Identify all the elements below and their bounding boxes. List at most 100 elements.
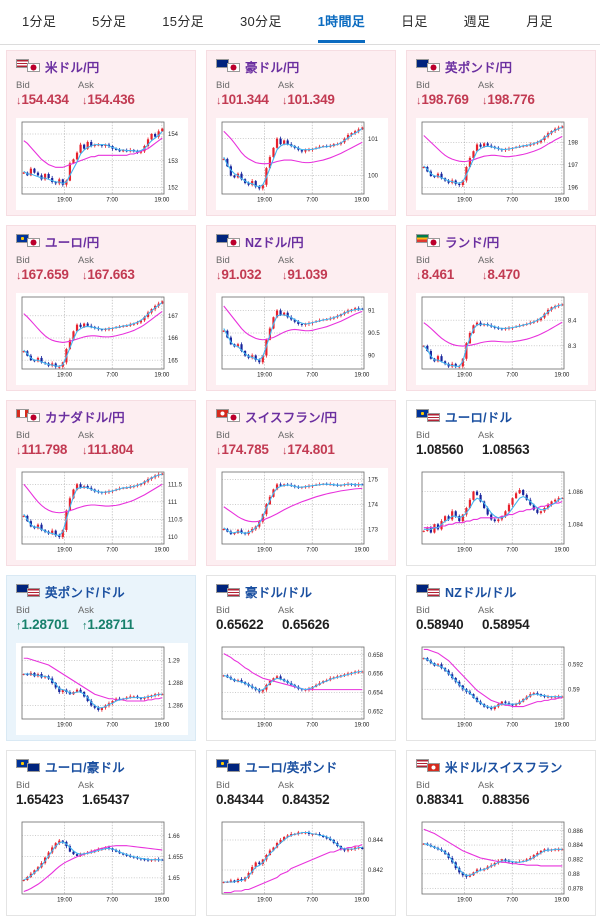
card-header: カナダドル/円 [16, 408, 195, 425]
svg-text:0.884: 0.884 [568, 843, 584, 849]
flag-pair [416, 234, 440, 248]
tab-7[interactable]: 月足 [526, 14, 553, 29]
svg-text:19:00: 19:00 [257, 198, 273, 204]
bid-ask-values: 1.08560 1.08563 [416, 442, 595, 457]
bid-price: 174.785 [221, 442, 269, 457]
currency-card[interactable]: 米ドル/円 Bid Ask ↓154.434 ↓154.436 154 153 152 19:0… [6, 50, 196, 216]
svg-text:19:00: 19:00 [554, 198, 570, 204]
currency-card[interactable]: スイスフラン/円 Bid Ask ↓174.785 ↓174.801 175 174 173 1… [206, 400, 396, 566]
grid-cell: 米ドル/円 Bid Ask ↓154.434 ↓154.436 154 153 152 19:0… [0, 45, 200, 220]
ask-label: Ask [278, 80, 294, 91]
svg-text:19:00: 19:00 [257, 898, 273, 904]
tab-4[interactable]: 1時間足 [317, 14, 366, 43]
ask-label: Ask [278, 780, 294, 791]
grid-cell: 豪ドル/ドル Bid Ask 0.65622 0.65626 0.658 0.656 0.65… [200, 570, 400, 745]
currency-pair-grid: 米ドル/円 Bid Ask ↓154.434 ↓154.436 154 153 152 19:0… [0, 45, 600, 920]
arrow-down-icon: ↓ [16, 270, 22, 282]
svg-text:7:00: 7:00 [306, 198, 318, 204]
grid-cell: 英ポンド/ドル Bid Ask ↑1.28701 ↑1.28711 1.29 1.288 1.… [0, 570, 200, 745]
card-header: 豪ドル/円 [216, 58, 395, 75]
grid-cell: 米ドル/スイスフラン Bid Ask 0.88341 0.88356 0.886 0.884… [400, 745, 600, 920]
flag-pair [216, 759, 240, 773]
ask-label: Ask [478, 780, 494, 791]
tab-6[interactable]: 週足 [463, 14, 491, 29]
ask-label: Ask [478, 255, 494, 266]
currency-card[interactable]: NZドル/ドル Bid Ask 0.58940 0.58954 0.592 0.59 19:0… [406, 575, 596, 741]
bid-value: 1.65423 [16, 792, 82, 807]
bid-price: 1.28701 [21, 617, 69, 632]
tab-1[interactable]: 5分足 [92, 14, 127, 29]
price-chart[interactable]: 175 174 173 19:00 7:00 19:00 [216, 468, 388, 560]
price-chart[interactable]: 154 153 152 19:00 7:00 19:00 [16, 118, 188, 210]
svg-text:19:00: 19:00 [354, 723, 370, 729]
bid-ask-values: 0.65622 0.65626 [216, 617, 395, 632]
bid-label: Bid [16, 430, 30, 441]
pair-name: スイスフラン/円 [245, 410, 338, 425]
price-chart[interactable]: 1.29 1.288 1.286 19:00 7:00 19:00 [16, 643, 188, 735]
price-chart[interactable]: 0.592 0.59 19:00 7:00 19:00 [416, 643, 588, 735]
tab-5[interactable]: 日足 [401, 14, 428, 29]
svg-text:0.88: 0.88 [568, 872, 580, 878]
price-chart[interactable]: 0.658 0.656 0.654 0.652 19:00 7:00 19:00 [216, 643, 388, 735]
ask-value: ↓91.039 [282, 267, 348, 282]
ask-label: Ask [78, 780, 94, 791]
price-chart[interactable]: 8.4 8.3 19:00 7:00 19:00 [416, 293, 588, 385]
currency-card[interactable]: NZドル/円 Bid Ask ↓91.032 ↓91.039 91 90.5 90 19:00 7… [206, 225, 396, 391]
currency-card[interactable]: ユーロ/ドル Bid Ask 1.08560 1.08563 1.086 1.084 19:0… [406, 400, 596, 566]
currency-card[interactable]: カナダドル/円 Bid Ask ↓111.798 ↓111.804 111.5 111 110… [6, 400, 196, 566]
timeframe-tabbar: 1分足 5分足 15分足 30分足 1時間足 日足 週足 月足 [0, 0, 600, 45]
bid-ask-labels: Bid Ask [416, 80, 595, 91]
price-chart[interactable]: 1.086 1.084 19:00 7:00 19:00 [416, 468, 588, 560]
flag-pair [216, 409, 240, 423]
price-chart[interactable]: 1.66 1.655 1.65 19:00 7:00 19:00 [16, 818, 188, 910]
tab-3[interactable]: 30分足 [239, 14, 282, 29]
currency-card[interactable]: ランド/円 Bid Ask ↓8.461 ↓8.470 8.4 8.3 19:00 7:00 19… [406, 225, 596, 391]
currency-card[interactable]: 豪ドル/ドル Bid Ask 0.65622 0.65626 0.658 0.656 0.65… [206, 575, 396, 741]
price-chart[interactable]: 101 100 19:00 7:00 19:00 [216, 118, 388, 210]
tab-2[interactable]: 15分足 [162, 14, 204, 29]
pair-name: 米ドル/円 [45, 60, 100, 75]
svg-text:90: 90 [368, 354, 375, 360]
bid-ask-labels: Bid Ask [216, 430, 395, 441]
price-chart[interactable]: 198 197 196 19:00 7:00 19:00 [416, 118, 588, 210]
grid-cell: スイスフラン/円 Bid Ask ↓174.785 ↓174.801 175 174 173 1… [200, 395, 400, 570]
bid-price: 0.84344 [216, 792, 264, 807]
currency-card[interactable]: 豪ドル/円 Bid Ask ↓101.344 ↓101.349 101 100 19:00 7:… [206, 50, 396, 216]
card-header: ユーロ/ドル [416, 408, 595, 425]
svg-text:8.4: 8.4 [568, 318, 577, 324]
price-chart[interactable]: 0.886 0.884 0.882 0.88 0.878 19:00 7:00 19:00 [416, 818, 588, 910]
price-chart[interactable]: 91 90.5 90 19:00 7:00 19:00 [216, 293, 388, 385]
arrow-down-icon: ↓ [82, 270, 88, 282]
ask-label: Ask [478, 80, 494, 91]
ask-price: 174.801 [287, 442, 335, 457]
bid-ask-labels: Bid Ask [16, 605, 195, 616]
arrow-down-icon: ↓ [282, 270, 288, 282]
currency-card[interactable]: ユーロ/豪ドル Bid Ask 1.65423 1.65437 1.66 1.655 1.65… [6, 750, 196, 916]
ask-price: 0.58954 [482, 617, 530, 632]
currency-card[interactable]: ユーロ/円 Bid Ask ↓167.659 ↓167.663 167 166 165 19:0… [6, 225, 196, 391]
svg-text:1.286: 1.286 [168, 704, 184, 710]
currency-card[interactable]: 英ポンド/円 Bid Ask ↓198.769 ↓198.776 198 197 196 19:… [406, 50, 596, 216]
currency-card[interactable]: ユーロ/英ポンド Bid Ask 0.84344 0.84352 0.844 0.842 19… [206, 750, 396, 916]
svg-text:175: 175 [368, 478, 379, 484]
svg-text:110.5: 110.5 [168, 518, 183, 524]
price-chart[interactable]: 0.844 0.842 19:00 7:00 19:00 [216, 818, 388, 910]
bid-label: Bid [416, 430, 430, 441]
us-flag-icon [427, 413, 440, 422]
flag-pair [216, 59, 240, 73]
price-chart[interactable]: 167 166 165 19:00 7:00 19:00 [16, 293, 188, 385]
currency-card[interactable]: 米ドル/スイスフラン Bid Ask 0.88341 0.88356 0.886 0.884… [406, 750, 596, 916]
svg-text:7:00: 7:00 [306, 723, 318, 729]
bid-ask-values: ↓198.769 ↓198.776 [416, 92, 595, 107]
svg-text:19:00: 19:00 [554, 548, 570, 554]
tab-0[interactable]: 1分足 [22, 14, 57, 29]
ask-value: ↓154.436 [82, 92, 148, 107]
ask-label: Ask [78, 605, 94, 616]
bid-label: Bid [216, 80, 230, 91]
svg-text:19:00: 19:00 [257, 723, 273, 729]
svg-text:7:00: 7:00 [506, 548, 518, 554]
currency-card[interactable]: 英ポンド/ドル Bid Ask ↑1.28701 ↑1.28711 1.29 1.288 1.… [6, 575, 196, 741]
bid-price: 0.58940 [416, 617, 464, 632]
bid-label: Bid [416, 780, 430, 791]
price-chart[interactable]: 111.5 111 110.5 110 19:00 7:00 19:00 [16, 468, 188, 560]
